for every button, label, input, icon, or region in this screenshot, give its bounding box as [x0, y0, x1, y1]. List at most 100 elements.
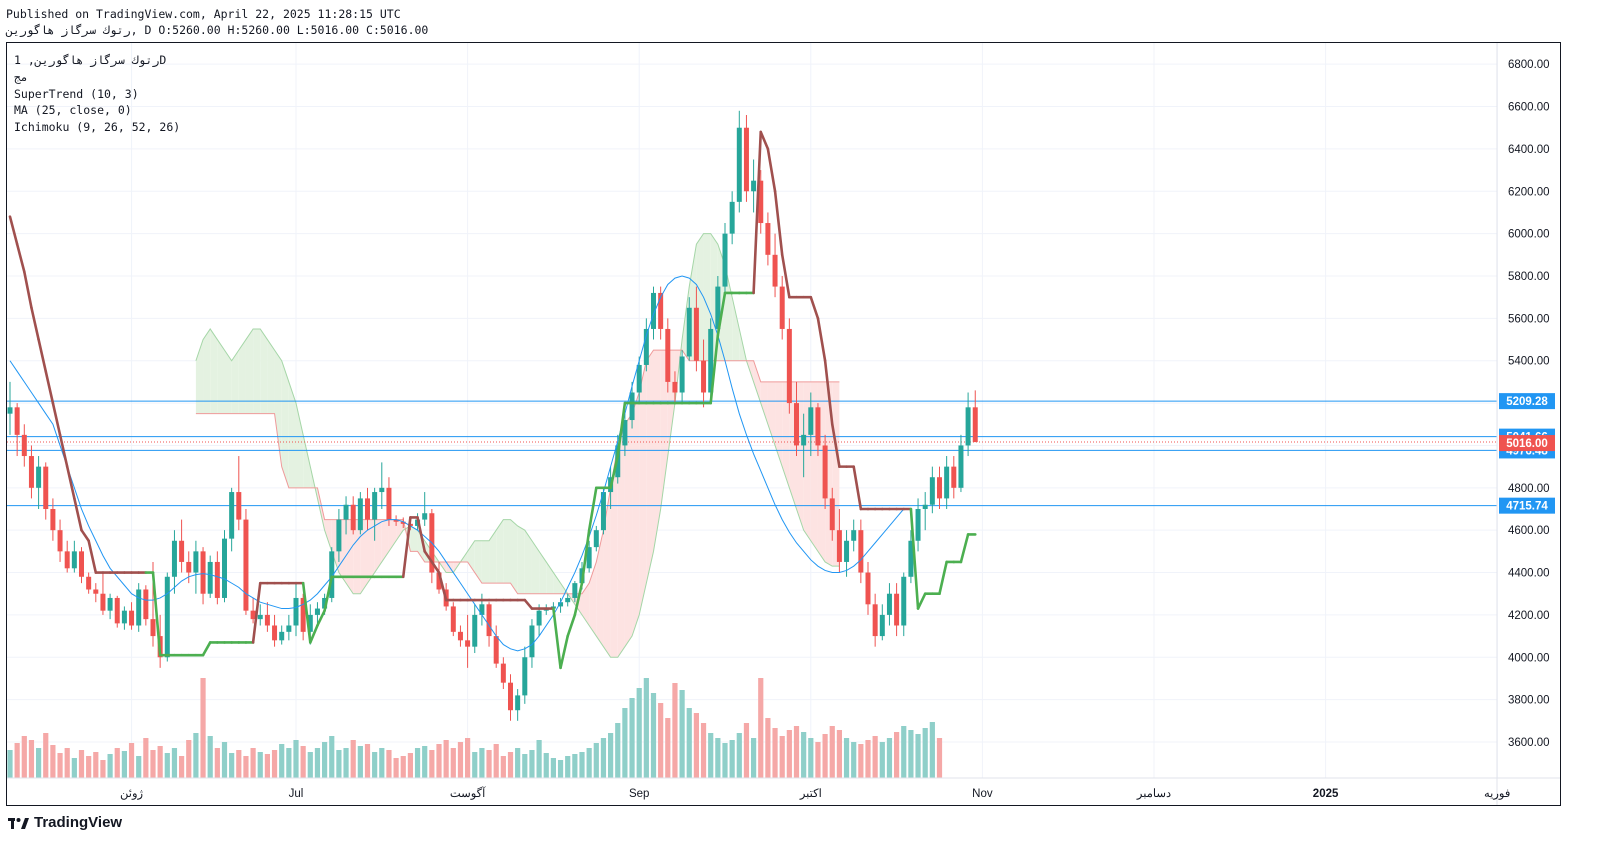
- supertrend-segment: [87, 539, 98, 574]
- cloud-segment: [353, 519, 361, 594]
- supertrend-segment: [552, 607, 562, 670]
- price-tick-label: 4800.00: [1508, 483, 1550, 495]
- symbol-line: رتوك سرگاز هاگورين, 1D: [14, 53, 167, 67]
- volume-bar: [658, 703, 664, 778]
- candle-body: [758, 180, 764, 224]
- price-tick-label: 4400.00: [1508, 568, 1550, 580]
- supertrend-segment: [401, 516, 412, 579]
- candle-body: [243, 519, 249, 611]
- time-tick-label: دسامبر: [1136, 787, 1171, 800]
- volume-bar: [829, 726, 835, 778]
- supertrend-segment: [773, 189, 784, 257]
- candle-body: [250, 610, 256, 620]
- candle-body: [600, 492, 606, 531]
- volume-bar: [858, 744, 864, 778]
- indicator-supertrend[interactable]: SuperTrend (10, 3): [14, 86, 139, 101]
- candle-body: [593, 530, 599, 548]
- chart-frame[interactable]: [6, 42, 1561, 806]
- cloud-segment: [217, 339, 225, 414]
- candle-body: [229, 492, 235, 539]
- volume-bar: [529, 750, 535, 778]
- volume-bar: [779, 736, 785, 778]
- volume-bar: [379, 748, 385, 778]
- candle-body: [736, 127, 742, 202]
- supertrend-segment: [830, 422, 841, 468]
- supertrend-segment: [759, 130, 770, 151]
- candle-body: [958, 445, 964, 488]
- volume-bar: [929, 722, 935, 778]
- supertrend-segment: [816, 317, 827, 363]
- candle-body: [858, 530, 864, 573]
- volume-bar: [822, 734, 828, 778]
- candle-body: [472, 614, 478, 647]
- chart-header: Published on TradingView.com, April 22, …: [6, 6, 428, 38]
- candle-body: [86, 576, 92, 590]
- cloud-segment: [288, 381, 296, 488]
- cloud-segment: [274, 350, 282, 467]
- cloud-segment: [596, 530, 604, 647]
- candle-body: [436, 572, 442, 590]
- indicator-ma[interactable]: MA (25, close, 0): [14, 103, 132, 118]
- volume-bar: [472, 752, 478, 778]
- volume-bar: [608, 733, 614, 778]
- supertrend-segment: [416, 516, 427, 553]
- volume-bar: [507, 752, 514, 778]
- candle-body: [450, 606, 456, 632]
- supertrend-segment: [430, 560, 441, 574]
- price-tick-label: 4000.00: [1508, 652, 1550, 664]
- volume-bar: [64, 748, 70, 778]
- supertrend-segment: [251, 581, 262, 644]
- volume-bar: [121, 751, 127, 778]
- supertrend-segment: [780, 253, 791, 299]
- candle-body: [851, 530, 857, 541]
- indicator-ichimoku[interactable]: Ichimoku (9, 26, 52, 26): [14, 120, 181, 135]
- volume-bar: [36, 748, 42, 778]
- candle-body: [808, 407, 814, 435]
- candle-body: [107, 597, 113, 611]
- volume-bar: [915, 734, 921, 778]
- time-tick-label: فوریه: [1484, 788, 1510, 800]
- price-tick-label: 6200.00: [1508, 186, 1550, 198]
- candle-body: [286, 625, 292, 632]
- candle-body: [686, 307, 692, 357]
- volume-bar: [43, 733, 49, 778]
- price-tick-label: 6800.00: [1508, 59, 1550, 71]
- candle-body: [529, 625, 535, 658]
- candle-body: [257, 614, 263, 620]
- supertrend-segment: [151, 571, 162, 657]
- candle-body: [393, 519, 399, 522]
- candle-body: [93, 589, 99, 594]
- price-level-tag: [1499, 497, 1555, 514]
- cloud-segment: [632, 392, 640, 637]
- cloud-segment: [539, 551, 547, 594]
- volume-bar: [257, 752, 263, 778]
- cloud-segment: [524, 530, 532, 594]
- supertrend-segment: [916, 592, 927, 610]
- candle-body: [236, 492, 242, 520]
- time-tick-label: Nov: [972, 788, 993, 800]
- candle-body: [672, 381, 678, 393]
- time-tick-label: 2025: [1313, 788, 1339, 800]
- candle-body: [901, 576, 907, 626]
- supertrend-segment: [580, 528, 591, 585]
- volume-bar: [186, 740, 192, 778]
- time-tick-label: آگوست: [450, 785, 486, 800]
- candle-body: [915, 508, 921, 541]
- candle-body: [679, 356, 685, 393]
- candle-body: [200, 551, 206, 594]
- volume-bar: [78, 750, 85, 778]
- senkou-span-a: [195, 233, 840, 658]
- candle-body: [636, 364, 642, 393]
- candle-body: [586, 547, 592, 569]
- candle-body: [865, 572, 871, 605]
- volume-bar: [21, 736, 27, 778]
- volume-bar: [93, 752, 99, 778]
- volume-bar: [936, 738, 943, 778]
- supertrend-segment: [959, 533, 970, 564]
- volume-bar: [872, 736, 878, 778]
- candle-body: [28, 456, 34, 488]
- supertrend-segment: [22, 270, 33, 310]
- volume-bar: [200, 678, 206, 778]
